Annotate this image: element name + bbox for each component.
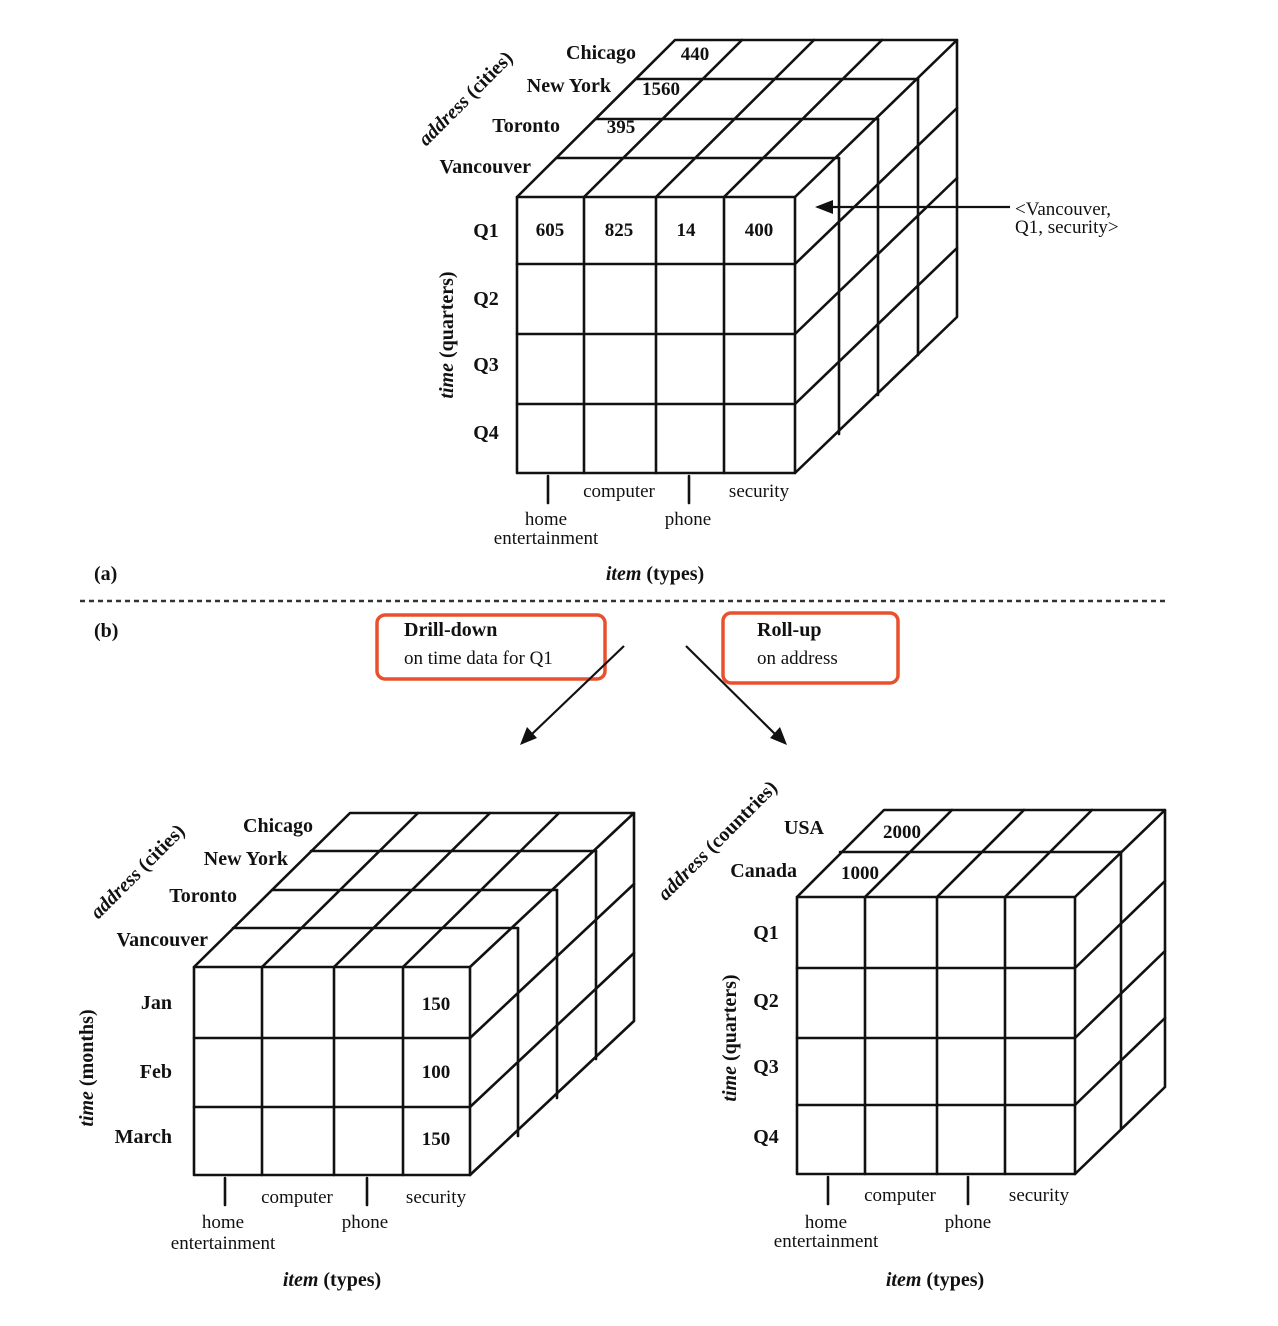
roll-up-subtitle: on address bbox=[757, 648, 838, 669]
cube-a-value-toronto: 395 bbox=[607, 117, 636, 138]
cube-drill-value-march: 150 bbox=[422, 1129, 451, 1150]
cube-rollup-time-label-q3: Q3 bbox=[753, 1056, 779, 1078]
cube-a-time-label-q1: Q1 bbox=[473, 220, 499, 242]
cube-a-value-security-q1: 400 bbox=[745, 220, 774, 241]
cube-a-item-label-security: security bbox=[729, 481, 790, 502]
cube-a-value-phone-q1: 14 bbox=[677, 220, 697, 241]
cube-a-time-axis-title: time (quarters) bbox=[436, 271, 458, 398]
cube-a-city-label-toronto: Toronto bbox=[492, 115, 560, 137]
cube-rollup-address-axis-title: address (countries) bbox=[654, 777, 782, 905]
cube-drill-value-jan: 150 bbox=[422, 994, 451, 1015]
cube-rollup-item-label-computer: computer bbox=[864, 1185, 936, 1206]
cube-drill-time-label-jan: Jan bbox=[141, 992, 172, 1014]
cube-a-item-label-home: home bbox=[525, 509, 567, 530]
cube-drill-city-label-chicago: Chicago bbox=[243, 815, 313, 837]
cube-drill-time-label-march: March bbox=[115, 1126, 172, 1148]
cube-a-callout-line1: <Vancouver, bbox=[1015, 199, 1111, 220]
cube-drill-grid bbox=[192, 811, 636, 1177]
cube-rollup-value-usa: 2000 bbox=[883, 822, 921, 843]
cube-a-item-label-phone: phone bbox=[665, 509, 711, 530]
cube-a-value-home-q1: 605 bbox=[536, 220, 565, 241]
cube-rollup-item-axis-title: item (types) bbox=[886, 1269, 984, 1291]
cube-a-callout-line2: Q1, security> bbox=[1015, 217, 1119, 238]
roll-up-arrow bbox=[685, 645, 776, 735]
cube-rollup-grid bbox=[795, 808, 1167, 1176]
cube-drill-time-label-feb: Feb bbox=[140, 1061, 172, 1083]
cube-rollup-item-label-phone: phone bbox=[945, 1212, 991, 1233]
cube-a-item-label-entertainment: entertainment bbox=[494, 528, 599, 549]
cube-a-city-label-chicago: Chicago bbox=[566, 42, 636, 64]
cube-a-item-label-computer: computer bbox=[583, 481, 655, 502]
cube-rollup-country-label-usa: USA bbox=[784, 817, 825, 839]
cube-drill-item-label-entertainment: entertainment bbox=[171, 1233, 276, 1254]
cube-drill-item-ticks bbox=[223, 1176, 369, 1207]
cube-a-value-computer-q1: 825 bbox=[605, 220, 634, 241]
drill-down-title: Drill-down bbox=[404, 619, 497, 641]
drill-down-subtitle: on time data for Q1 bbox=[404, 648, 553, 669]
cube-drill-down: Jan Feb March Chicago New York Toronto V… bbox=[76, 811, 636, 1291]
cube-a: Q1 Q2 Q3 Q4 Chicago New York Toronto Van… bbox=[94, 38, 1119, 585]
cube-drill-item-label-phone: phone bbox=[342, 1212, 388, 1233]
cube-rollup-item-label-entertainment: entertainment bbox=[774, 1231, 879, 1252]
panel-a-label: (a) bbox=[94, 563, 117, 585]
drill-down-box bbox=[375, 613, 607, 681]
drill-down-operation: Drill-down on time data for Q1 bbox=[375, 613, 625, 745]
drill-down-arrow bbox=[531, 645, 625, 735]
cube-a-value-chicago: 440 bbox=[681, 44, 710, 65]
cube-rollup-value-canada: 1000 bbox=[841, 863, 879, 884]
cube-drill-value-feb: 100 bbox=[422, 1062, 451, 1083]
cube-rollup-time-label-q4: Q4 bbox=[753, 1126, 779, 1148]
roll-up-operation: Roll-up on address bbox=[685, 611, 900, 745]
cube-rollup-item-ticks bbox=[826, 1175, 970, 1206]
cube-drill-city-label-new-york: New York bbox=[204, 848, 289, 870]
cube-a-callout-arrow bbox=[815, 200, 1010, 214]
cube-rollup-country-label-canada: Canada bbox=[730, 860, 797, 882]
cube-a-city-label-vancouver: Vancouver bbox=[440, 156, 532, 178]
cube-drill-item-label-computer: computer bbox=[261, 1187, 333, 1208]
roll-up-title: Roll-up bbox=[757, 619, 821, 641]
cube-rollup-time-axis-title: time (quarters) bbox=[719, 974, 741, 1101]
cube-rollup-item-label-security: security bbox=[1009, 1185, 1070, 1206]
cube-a-item-axis-title: item (types) bbox=[606, 563, 704, 585]
cube-drill-item-label-home: home bbox=[202, 1212, 244, 1233]
cube-a-item-ticks bbox=[546, 474, 691, 505]
cube-a-city-label-new-york: New York bbox=[527, 75, 612, 97]
cube-rollup-item-label-home: home bbox=[805, 1212, 847, 1233]
cube-a-value-new-york: 1560 bbox=[642, 79, 680, 100]
cube-drill-city-label-vancouver: Vancouver bbox=[117, 929, 209, 951]
cube-a-grid bbox=[515, 38, 959, 475]
cube-drill-item-axis-title: item (types) bbox=[283, 1269, 381, 1291]
cube-drill-city-label-toronto: Toronto bbox=[169, 885, 237, 907]
cube-roll-up: Q1 Q2 Q3 Q4 USA Canada 2000 1000 compute… bbox=[654, 777, 1167, 1291]
cube-rollup-time-label-q1: Q1 bbox=[753, 922, 779, 944]
cube-a-time-label-q4: Q4 bbox=[473, 422, 499, 444]
cube-drill-item-label-security: security bbox=[406, 1187, 467, 1208]
roll-up-box bbox=[721, 611, 900, 685]
cube-a-time-label-q3: Q3 bbox=[473, 354, 499, 376]
panel-b-label: (b) bbox=[94, 620, 118, 642]
cube-a-time-label-q2: Q2 bbox=[473, 288, 499, 310]
cube-drill-time-axis-title: time (months) bbox=[76, 1009, 98, 1126]
cube-drill-address-axis-title: address (cities) bbox=[86, 820, 189, 923]
cube-rollup-time-label-q2: Q2 bbox=[753, 990, 779, 1012]
